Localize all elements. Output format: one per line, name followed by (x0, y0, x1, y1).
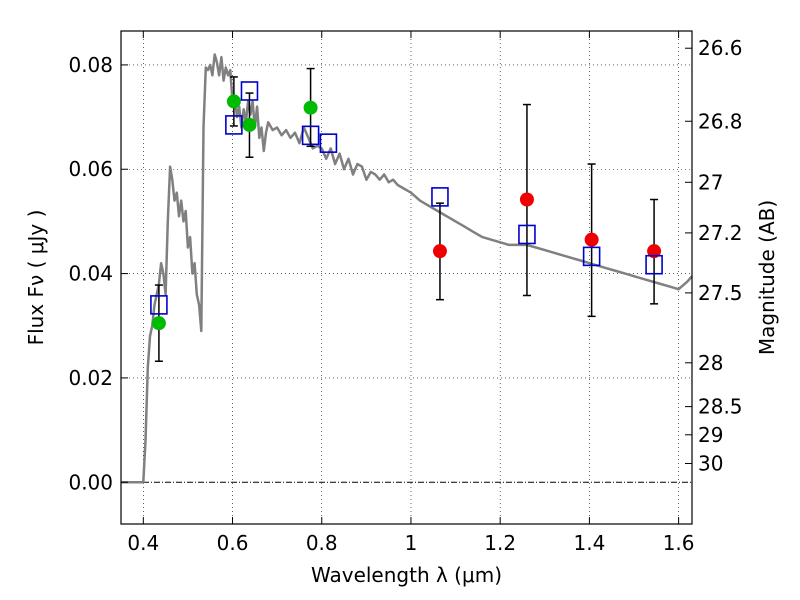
x-tick-label: 1.2 (484, 531, 516, 555)
model-square-marker (431, 187, 449, 207)
red-data-point (432, 244, 447, 259)
x-tick-label: 1.4 (573, 531, 605, 555)
green-data-point (242, 117, 257, 132)
magnitude-axis-label: Magnitude (AB) (755, 200, 779, 355)
y-tick-label: 0.02 (68, 366, 113, 390)
red-data-point (647, 244, 662, 259)
axis-ticks (121, 31, 692, 524)
magnitude-tick-label: 29 (698, 423, 723, 447)
x-tick-label: 0.4 (127, 531, 159, 555)
plot-frame (120, 30, 693, 525)
green-data-point (151, 316, 166, 331)
model-square-marker (240, 81, 259, 101)
model-square-marker (518, 224, 536, 245)
magnitude-tick-label: 27.5 (698, 281, 743, 305)
red-data-point (519, 192, 534, 207)
x-tick-label: 0.6 (217, 531, 249, 555)
tick-labels: 0.4 0.6 0.8 1 1.2 1.4 1.6 0.00 0.02 0.04 0.06 0.08 2… (68, 36, 742, 555)
y-tick-label: 0.06 (68, 157, 113, 181)
magnitude-tick-label: 28 (698, 351, 723, 375)
x-tick-label: 0.8 (306, 531, 338, 555)
green-data-point (303, 100, 318, 115)
magnitude-tick-label: 27.2 (698, 221, 743, 245)
red-data-point (584, 232, 599, 247)
model-square-marker (225, 115, 243, 135)
green-data-point (226, 94, 241, 109)
x-tick-label: 1.6 (663, 531, 695, 555)
magnitude-tick-label: 28.5 (698, 395, 743, 419)
model-square-marker (319, 133, 338, 153)
y-tick-label: 0.04 (68, 262, 113, 286)
model-spectrum-line (121, 53, 693, 484)
model-square-marker (301, 125, 320, 146)
magnitude-tick-label: 26.6 (698, 36, 743, 60)
y-axis-label: Flux Fν ( μJy ) (24, 210, 48, 346)
model-square-marker (582, 246, 601, 267)
model-square-marker (150, 295, 168, 315)
x-axis-label: Wavelength λ (μm) (311, 563, 502, 587)
y-tick-label: 0.00 (68, 470, 113, 494)
magnitude-tick-label: 30 (698, 451, 723, 475)
x-tick-label: 1 (405, 531, 418, 555)
model-square-marker (645, 254, 663, 275)
y-tick-label: 0.08 (68, 53, 113, 77)
data-points (150, 81, 663, 331)
magnitude-tick-label: 27 (698, 170, 723, 194)
magnitude-tick-label: 26.8 (698, 109, 743, 133)
